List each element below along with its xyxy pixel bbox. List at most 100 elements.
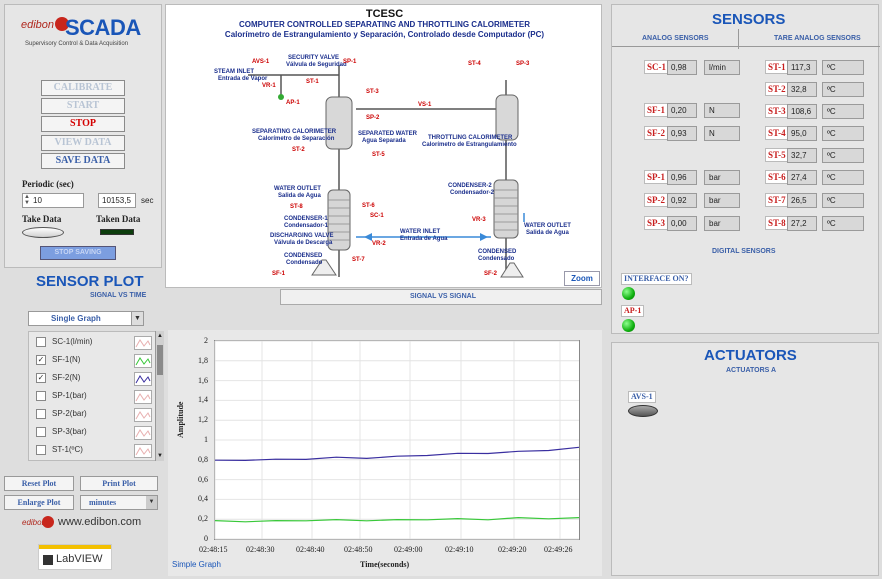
interface-label: INTERFACE ON? <box>621 273 692 285</box>
label-st8: ST-8 <box>290 204 303 210</box>
signal-list-item[interactable]: SP-1(bar) <box>36 388 87 406</box>
edibon-url: www.edibon.com <box>58 516 142 528</box>
label-st7: ST-7 <box>352 257 365 263</box>
label-st6: ST-6 <box>362 203 375 209</box>
y-tick-label: 2 <box>204 336 208 345</box>
sensor-id-label: SF-1 <box>644 103 668 117</box>
label-st2: ST-2 <box>292 147 305 153</box>
label-condensed: CONDENSED <box>284 253 323 259</box>
stop-saving-button[interactable]: STOP SAVING <box>40 246 116 260</box>
zoom-button[interactable]: Zoom <box>564 271 600 286</box>
periodic-stepper[interactable]: ▲ ▼ 10 <box>22 193 84 208</box>
label-condensed2: CONDENSED <box>478 249 517 255</box>
label-st3: ST-3 <box>366 89 379 95</box>
sensor-unit: N <box>704 103 740 118</box>
x-tick-label: 02:48:50 <box>344 545 373 554</box>
signal-color-swatch[interactable] <box>134 426 152 440</box>
y-tick-label: 0 <box>204 534 208 543</box>
sensor-id-label: ST-1 <box>765 60 789 74</box>
scroll-down-icon[interactable]: ▼ <box>157 453 163 459</box>
sensor-id-label: SC-1 <box>644 60 670 74</box>
signal-checkbox[interactable] <box>36 408 46 419</box>
time-unit-value: minutes <box>89 498 117 507</box>
signal-list-item[interactable]: ST-1(ºC) <box>36 442 83 460</box>
tab-signal-vs-time[interactable]: SIGNAL VS TIME <box>90 292 147 299</box>
graph-mode-value: Single Graph <box>51 314 101 323</box>
y-tick-label: 1,6 <box>198 375 208 385</box>
sensor-value: 0,20 <box>667 103 697 118</box>
scroll-up-icon[interactable]: ▲ <box>157 333 163 339</box>
signal-list-item[interactable]: SP-2(bar) <box>36 406 87 424</box>
take-data-label: Take Data <box>22 214 62 224</box>
signal-color-swatch[interactable] <box>134 354 152 368</box>
signal-checkbox[interactable] <box>36 390 46 401</box>
signal-color-swatch[interactable] <box>134 372 152 386</box>
reset-plot-button[interactable]: Reset Plot <box>4 476 74 491</box>
tab-divider <box>738 29 739 49</box>
sensor-id-label: SP-3 <box>644 216 668 230</box>
graph-mode-select[interactable]: Single Graph ▼ <box>28 311 144 326</box>
take-data-toggle[interactable] <box>22 227 64 238</box>
label-steam-inlet-es: Entrada de Vapor <box>218 76 268 82</box>
sensor-plot-heading: SENSOR PLOT <box>36 273 144 290</box>
signal-list-item[interactable]: SC-1(l/min) <box>36 334 92 352</box>
x-tick-label: 02:49:20 <box>498 545 527 554</box>
edibon-logo-text: edibon <box>21 19 55 31</box>
label-water-inlet-es: Entrada de Agua <box>400 236 448 242</box>
analog-sensors-tab[interactable]: ANALOG SENSORS <box>642 35 709 42</box>
enlarge-plot-button[interactable]: Enlarge Plot <box>4 495 74 510</box>
time-unit-arrow-icon[interactable]: ▼ <box>146 496 157 509</box>
label-discharging-valve: DISCHARGING VALVE <box>270 233 334 239</box>
signal-checkbox[interactable]: ✓ <box>36 372 46 383</box>
sensor-id-label: ST-3 <box>765 104 789 118</box>
label-security-valve-es: Válvula de Seguridad <box>286 62 347 68</box>
sensor-value: 26,5 <box>787 193 817 208</box>
signal-color-swatch[interactable] <box>134 444 152 458</box>
tab-signal-vs-signal[interactable]: SIGNAL VS SIGNAL <box>410 293 476 300</box>
actuators-sub: ACTUATORS A <box>726 367 777 374</box>
labview-logo: LabVIEW <box>38 544 112 570</box>
avs1-toggle[interactable] <box>628 405 658 417</box>
x-tick-label: 02:48:15 <box>199 545 228 554</box>
sensor-unit: l/min <box>704 60 740 75</box>
signal-list-scrollbar[interactable]: ▲ ▼ <box>155 331 164 461</box>
sensor-id-label: ST-5 <box>765 148 789 162</box>
signal-color-swatch[interactable] <box>134 336 152 350</box>
sensor-value: 27,2 <box>787 216 817 231</box>
print-plot-button[interactable]: Print Plot <box>80 476 158 491</box>
label-water-outlet-es: Salida de Agua <box>278 193 321 199</box>
sensor-value: 32,8 <box>787 82 817 97</box>
chart-plot-region[interactable] <box>214 340 580 540</box>
signal-list-item[interactable]: ✓ SF-2(N) <box>36 370 80 388</box>
signal-checkbox[interactable] <box>36 336 46 347</box>
save-data-button[interactable]: SAVE DATA <box>41 153 125 169</box>
signal-label: SP-1(bar) <box>52 391 87 400</box>
sensor-unit: N <box>704 126 740 141</box>
label-avs1: AVS-1 <box>252 59 270 65</box>
start-button[interactable]: START <box>41 98 125 114</box>
signal-checkbox[interactable] <box>36 426 46 437</box>
stop-button[interactable]: STOP <box>41 116 125 132</box>
signal-list-item[interactable]: SP-3(bar) <box>36 424 87 442</box>
tare-sensors-tab[interactable]: TARE ANALOG SENSORS <box>774 35 861 42</box>
time-unit-select[interactable]: minutes ▼ <box>80 495 158 510</box>
signal-color-swatch[interactable] <box>134 390 152 404</box>
y-tick-label: 1,8 <box>198 355 208 365</box>
diagram-title-en: COMPUTER CONTROLLED SEPARATING AND THROT… <box>239 20 530 29</box>
diagram-panel: TCESC COMPUTER CONTROLLED SEPARATING AND… <box>165 4 602 288</box>
stepper-arrows-icon[interactable]: ▲ ▼ <box>24 194 30 206</box>
signal-color-swatch[interactable] <box>134 408 152 422</box>
view-data-button[interactable]: VIEW DATA <box>41 135 125 151</box>
label-sp3: SP-3 <box>516 61 530 67</box>
signal-label: SP-2(bar) <box>52 409 87 418</box>
signal-checkbox[interactable] <box>36 444 46 455</box>
labview-bar <box>39 545 111 549</box>
signal-checkbox[interactable]: ✓ <box>36 354 46 365</box>
sensors-heading: SENSORS <box>712 11 786 28</box>
signal-list-item[interactable]: ✓ SF-1(N) <box>36 352 80 370</box>
label-vr3: VR-3 <box>472 217 486 223</box>
dropdown-arrow-icon[interactable]: ▼ <box>131 312 143 325</box>
scroll-thumb[interactable] <box>157 345 163 375</box>
label-condensed2-es: Condensado <box>478 256 515 262</box>
calibrate-button[interactable]: CALIBRATE <box>41 80 125 96</box>
